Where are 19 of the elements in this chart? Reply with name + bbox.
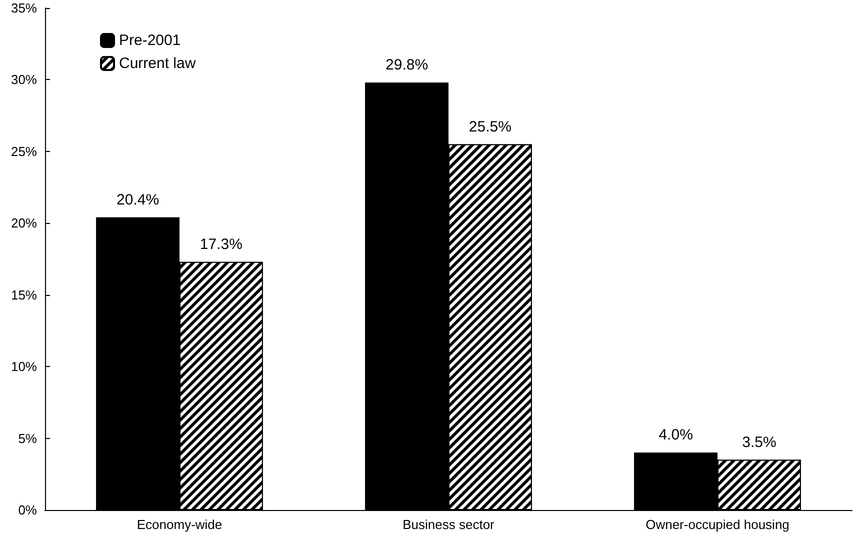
x-tick-label: Owner-occupied housing xyxy=(646,517,790,532)
y-tick-label: 0% xyxy=(18,502,38,518)
data-label: 29.8% xyxy=(386,56,428,74)
y-tick-label: 25% xyxy=(10,144,38,159)
y-tick-label: 10% xyxy=(10,359,38,374)
data-label: 17.3% xyxy=(200,236,242,253)
y-tick-label: 5% xyxy=(18,430,38,446)
x-tick-label: Business sector xyxy=(402,517,496,532)
y-tick-label: 35% xyxy=(10,0,38,16)
y-tick-label: 30% xyxy=(10,72,38,88)
y-tick-label: 15% xyxy=(10,287,38,302)
y-tick-label: 20% xyxy=(10,216,38,231)
data-label: 25.5% xyxy=(468,118,512,136)
data-label: 3.5% xyxy=(742,434,776,451)
x-tick-label: Economy-wide xyxy=(136,517,222,532)
legend-label: Pre-2001 xyxy=(119,32,181,49)
data-label: 20.4% xyxy=(116,191,160,208)
data-label: 4.0% xyxy=(658,426,693,444)
legend-label: Current law xyxy=(119,55,196,72)
